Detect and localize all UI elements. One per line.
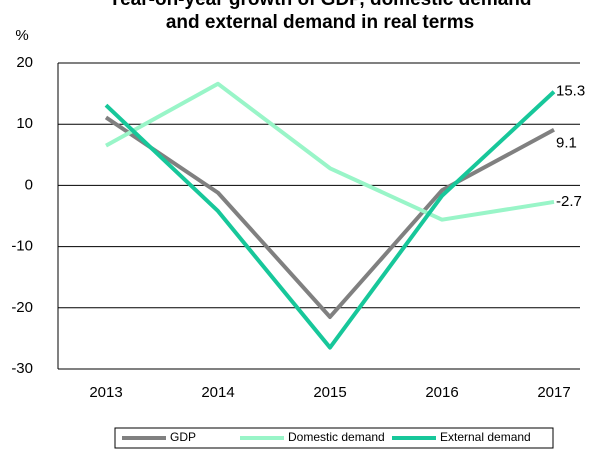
y-tick-label: 10 [16, 115, 33, 132]
series-line [104, 115, 555, 319]
series-line [104, 90, 556, 350]
y-axis-label: % [15, 27, 28, 44]
data-label: 15.3 [556, 83, 585, 100]
x-tick-label: 2016 [425, 384, 458, 401]
data-label: -2.7 [556, 193, 582, 210]
series-line [105, 81, 555, 222]
x-tick-label: 2013 [89, 384, 122, 401]
x-tick-label: 2015 [313, 384, 346, 401]
data-label: 9.1 [556, 135, 577, 152]
x-tick-label: 2017 [537, 384, 570, 401]
y-tick-label: -30 [11, 360, 33, 377]
chart-title: Year-on-year growth of GDP, domestic dem… [108, 0, 531, 33]
legend-label: Domestic demand [288, 430, 385, 444]
y-tick-label: -20 [11, 299, 33, 316]
x-tick-label: 2014 [201, 384, 234, 401]
y-tick-label: 0 [25, 176, 33, 193]
legend-label: External demand [440, 430, 531, 444]
y-tick-label: 20 [16, 54, 33, 71]
legend-box [114, 427, 554, 449]
legend-label: GDP [170, 430, 196, 444]
y-tick-label: -10 [11, 238, 33, 255]
